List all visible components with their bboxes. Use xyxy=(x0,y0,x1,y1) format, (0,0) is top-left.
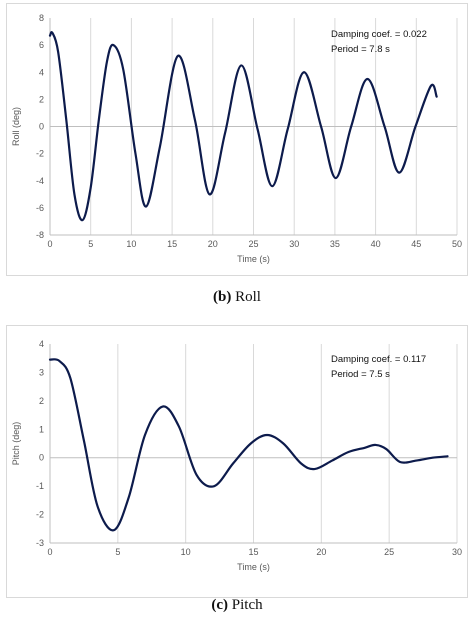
y-tick-label-4: 1 xyxy=(39,424,44,434)
y-axis-label: Pitch (deg) xyxy=(11,422,21,466)
y-axis-label: Roll (deg) xyxy=(11,107,21,146)
y-tick-label-4: 0 xyxy=(39,122,44,132)
annotation-1: Period = 7.8 s xyxy=(331,44,390,55)
x-tick-label-6: 30 xyxy=(289,239,299,249)
x-tick-label-0: 0 xyxy=(47,547,52,557)
y-tick-label-1: -6 xyxy=(36,203,44,213)
x-tick-label-0: 0 xyxy=(47,239,52,249)
x-tick-label-2: 10 xyxy=(181,547,191,557)
annotation-1: Period = 7.5 s xyxy=(331,369,390,380)
annotation-0: Damping coef. = 0.022 xyxy=(331,29,427,40)
series-line-0 xyxy=(48,31,438,222)
pitch-chart: 0 5 10 15 20 25 30 -3 -2 -1 0 1 2 3 4 Time (s) Pitch (de… xyxy=(11,339,462,572)
x-tick-label-7: 35 xyxy=(330,239,340,249)
y-tick-label-7: 4 xyxy=(39,339,44,349)
x-tick-label-1: 5 xyxy=(115,547,120,557)
x-tick-label-5: 25 xyxy=(248,239,258,249)
pitch-caption: (c) Pitch xyxy=(0,597,474,614)
y-tick-label-6: 4 xyxy=(39,67,44,77)
roll-chart: 0 5 10 15 20 25 30 35 40 45 50 -8 -6 -4 -2 0 2 4 6 8 Time (s… xyxy=(11,13,462,264)
y-tick-label-0: -3 xyxy=(36,538,44,548)
y-tick-label-1: -2 xyxy=(36,510,44,520)
annotation-0: Damping coef. = 0.117 xyxy=(331,354,426,365)
y-tick-label-2: -1 xyxy=(36,481,44,491)
y-tick-label-3: -2 xyxy=(36,149,44,159)
x-tick-label-4: 20 xyxy=(208,239,218,249)
y-tick-label-0: -8 xyxy=(36,230,44,240)
series-line-0 xyxy=(48,358,449,532)
x-tick-label-5: 25 xyxy=(384,547,394,557)
y-tick-label-3: 0 xyxy=(39,453,44,463)
x-tick-label-1: 5 xyxy=(88,239,93,249)
roll-caption-label: (b) xyxy=(213,289,232,305)
pitch-caption-label: (c) xyxy=(211,597,229,613)
x-tick-label-2: 10 xyxy=(126,239,136,249)
x-tick-label-3: 15 xyxy=(167,239,177,249)
x-tick-label-3: 15 xyxy=(248,547,258,557)
y-tick-label-2: -4 xyxy=(36,176,44,186)
roll-chart-panel: 0 5 10 15 20 25 30 35 40 45 50 -8 -6 -4 -2 0 2 4 6 8 Time (s… xyxy=(6,3,468,276)
y-tick-label-5: 2 xyxy=(39,396,44,406)
y-tick-label-5: 2 xyxy=(39,94,44,104)
roll-caption-text: Roll xyxy=(235,289,261,305)
pitch-caption-text: Pitch xyxy=(231,597,263,613)
x-tick-label-10: 50 xyxy=(452,239,462,249)
y-tick-label-6: 3 xyxy=(39,367,44,377)
x-tick-label-4: 20 xyxy=(316,547,326,557)
y-tick-label-8: 8 xyxy=(39,13,44,23)
x-axis-label: Time (s) xyxy=(237,254,270,264)
x-tick-label-9: 45 xyxy=(411,239,421,249)
roll-caption: (b) Roll xyxy=(0,289,474,306)
y-tick-label-7: 6 xyxy=(39,40,44,50)
x-axis-label: Time (s) xyxy=(237,562,270,572)
x-tick-label-8: 40 xyxy=(371,239,381,249)
x-tick-label-6: 30 xyxy=(452,547,462,557)
pitch-chart-panel: 0 5 10 15 20 25 30 -3 -2 -1 0 1 2 3 4 Time (s) Pitch (de… xyxy=(6,325,468,598)
